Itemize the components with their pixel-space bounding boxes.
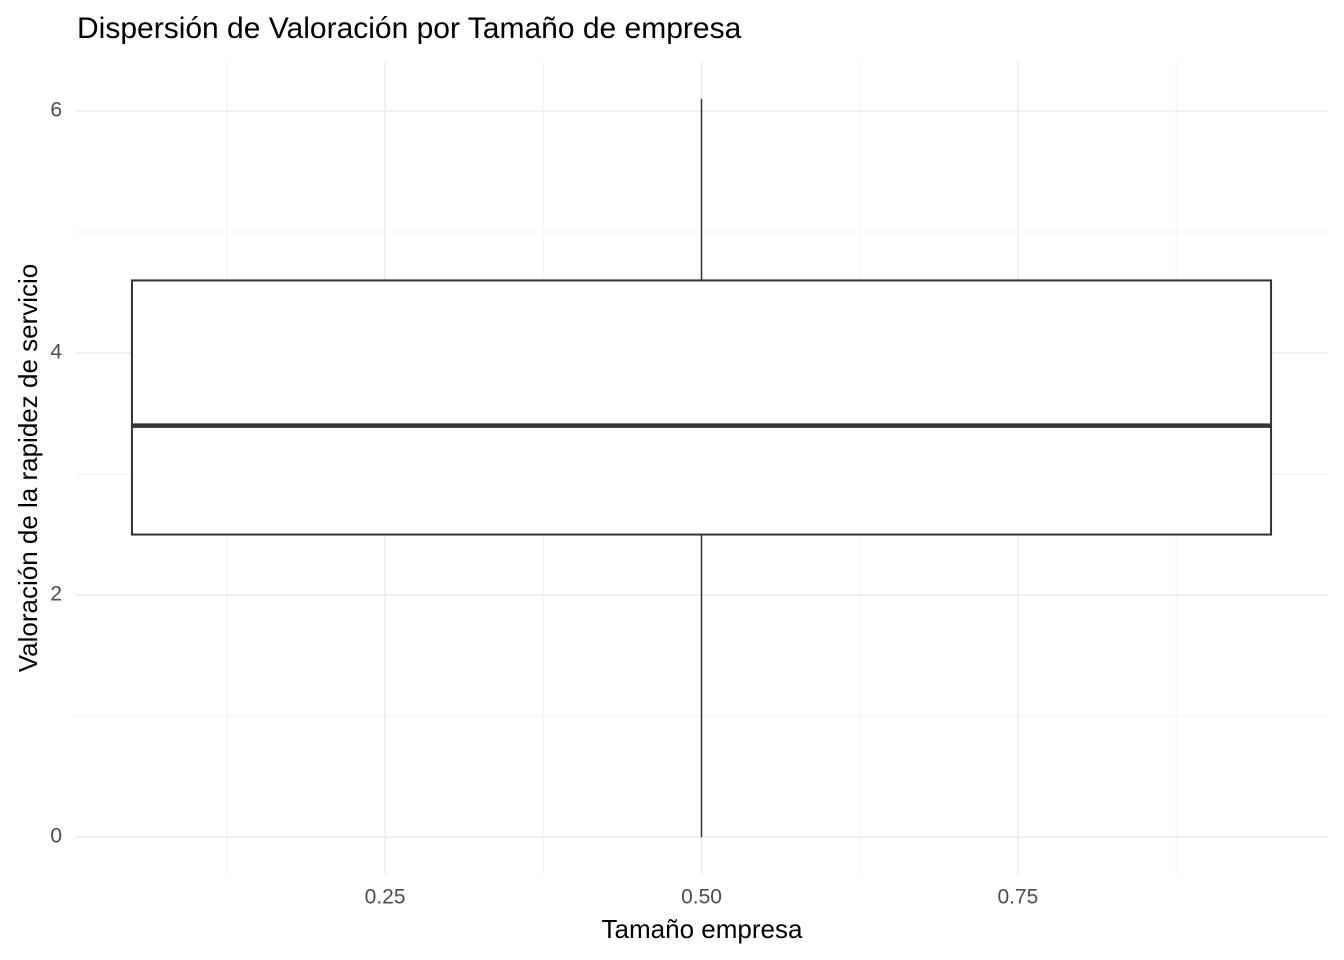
plot-area xyxy=(130,98,1273,838)
x-tick-label: 0.75 xyxy=(997,886,1038,909)
chart-title: Dispersión de Valoración por Tamaño de e… xyxy=(77,12,742,45)
x-tick-label: 0.25 xyxy=(365,886,406,909)
x-axis-title: Tamaño empresa xyxy=(602,914,803,944)
x-tick-label: 0.50 xyxy=(681,886,722,909)
y-tick-label: 6 xyxy=(50,99,62,122)
box xyxy=(130,279,1273,536)
y-tick-label: 2 xyxy=(50,583,62,606)
y-axis-title: Valoración de la rapidez de servicio xyxy=(13,264,43,673)
y-tick-label: 0 xyxy=(50,825,62,848)
y-tick-label: 4 xyxy=(50,341,62,364)
